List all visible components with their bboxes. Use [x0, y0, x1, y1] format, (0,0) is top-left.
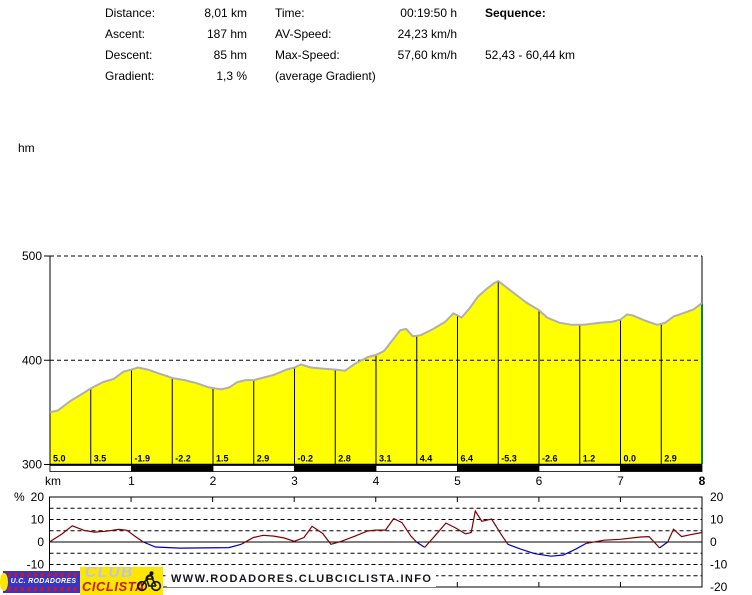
- scale-bar-segment: [131, 465, 214, 472]
- logo-chevrons-top: [8, 573, 77, 577]
- gradient-curve-segment: [424, 509, 509, 548]
- website-url: WWW.RODADORES.CLUBCICLISTA.INFO: [167, 572, 437, 587]
- scale-bar-segment: [375, 465, 458, 472]
- gradient-curve-segment: [586, 535, 661, 549]
- scale-bar-segment: [620, 465, 703, 472]
- segment-gradient-label: 2.9: [664, 454, 677, 464]
- sequence-label: Sequence:: [485, 6, 546, 20]
- segment-gradient-label: -1.9: [135, 454, 151, 464]
- segment-gradient-label: 1.5: [216, 454, 229, 464]
- segment-gradient-label: 0.0: [624, 454, 637, 464]
- elevation-unit-label: hm: [18, 141, 35, 155]
- segment-gradient-label: 6.4: [461, 454, 474, 464]
- logo-blue-panel: U.C. RODADORES: [0, 571, 80, 593]
- gradient-curve-segment: [667, 528, 703, 543]
- segment-gradient-label: 3.1: [379, 454, 392, 464]
- logo-crescent-shape: [0, 573, 8, 591]
- gradient-curve-segment: [49, 525, 144, 543]
- gradient-ytick-label-right: -20: [710, 580, 728, 594]
- logo-club-name: U.C. RODADORES: [10, 578, 77, 585]
- elevation-outline: [49, 279, 703, 414]
- gradient-ytick-label-left: 0: [37, 535, 44, 549]
- stat-label-gradient: Gradient:: [105, 69, 155, 83]
- elevation-ytick-label: 500: [22, 249, 42, 263]
- stat-value-distance: 8,01 km: [204, 6, 247, 20]
- logo-word-ciclista: CICLISTA: [82, 579, 145, 594]
- scale-bar-segment: [538, 465, 621, 472]
- segment-gradient-label: 2.9: [257, 454, 270, 464]
- logo-chevrons-bottom: [8, 587, 77, 591]
- gradient-unit-label: %: [14, 490, 25, 504]
- gradient-ytick-label-left: -10: [27, 558, 45, 572]
- gradient-ytick-label-left: 20: [31, 490, 45, 504]
- gradient-ytick-label-left: 10: [31, 513, 45, 527]
- stat-value-ascent: 187 hm: [206, 27, 247, 41]
- stat-value-max-speed: 57,60 km/h: [397, 48, 457, 62]
- stat-value-time: 00:19:50 h: [400, 6, 457, 20]
- km-tick-label: 3: [291, 474, 298, 488]
- stat-label-descent: Descent:: [105, 48, 153, 62]
- gradient-curve-segment: [143, 541, 242, 549]
- segment-gradient-label: 2.8: [338, 454, 351, 464]
- segment-gradient-label: -2.6: [542, 454, 558, 464]
- gradient-ytick-label-right: 10: [710, 513, 724, 527]
- segment-gradient-label: 5.0: [53, 454, 66, 464]
- gradient-ytick-label-right: 0: [710, 535, 717, 549]
- km-tick-label: 7: [617, 474, 624, 488]
- segment-gradient-label: -5.3: [501, 454, 517, 464]
- stat-value-descent: 85 hm: [213, 48, 247, 62]
- segment-gradient-label: 4.4: [420, 454, 433, 464]
- km-tick-label: 5: [454, 474, 461, 488]
- stat-label-time: Time:: [275, 6, 305, 20]
- km-tick-label: 8: [699, 474, 706, 488]
- gradient-curve-segment: [659, 541, 669, 549]
- km-tick-label: 1: [128, 474, 135, 488]
- stat-label-ascent: Ascent:: [105, 27, 146, 41]
- gradient-curve-segment: [416, 541, 426, 548]
- scale-bar-segment: [457, 465, 540, 472]
- segment-gradient-label: -2.2: [175, 454, 191, 464]
- gradient-curve-segment: [507, 542, 587, 557]
- segment-gradient-label: 1.2: [583, 454, 596, 464]
- cyclist-icon: [136, 571, 162, 592]
- scale-bar-segment: [49, 465, 132, 472]
- gradient-ytick-label-right: -10: [710, 558, 728, 572]
- stat-label-average-gradient: (average Gradient): [275, 69, 376, 83]
- km-tick-label: 6: [536, 474, 543, 488]
- scale-bar-segment: [212, 465, 295, 472]
- km-tick-label: 2: [210, 474, 217, 488]
- elevation-ytick-label: 400: [22, 353, 42, 367]
- stat-label-distance: Distance:: [105, 6, 156, 20]
- stat-value-gradient: 1,3 %: [216, 69, 247, 83]
- gradient-ytick-label-right: 20: [710, 490, 724, 504]
- segment-gradient-label: -0.2: [298, 454, 314, 464]
- sequence-range: 52,43 - 60,44 km: [485, 48, 576, 62]
- km-axis-unit-label: km: [45, 474, 61, 488]
- stat-label-av-speed: AV-Speed:: [275, 27, 332, 41]
- segment-gradient-label: 3.5: [94, 454, 107, 464]
- logo-word-club: CLUB: [85, 567, 134, 581]
- gradient-curve-segment: [240, 517, 417, 545]
- stat-value-av-speed: 24,23 km/h: [397, 27, 457, 41]
- km-tick-label: 4: [373, 474, 380, 488]
- logo-yellow-panel: CLUB CICLISTA: [80, 567, 163, 595]
- stat-label-max-speed: Max-Speed:: [275, 48, 340, 62]
- scale-bar-segment: [294, 465, 377, 472]
- elevation-ytick-label: 300: [22, 458, 42, 472]
